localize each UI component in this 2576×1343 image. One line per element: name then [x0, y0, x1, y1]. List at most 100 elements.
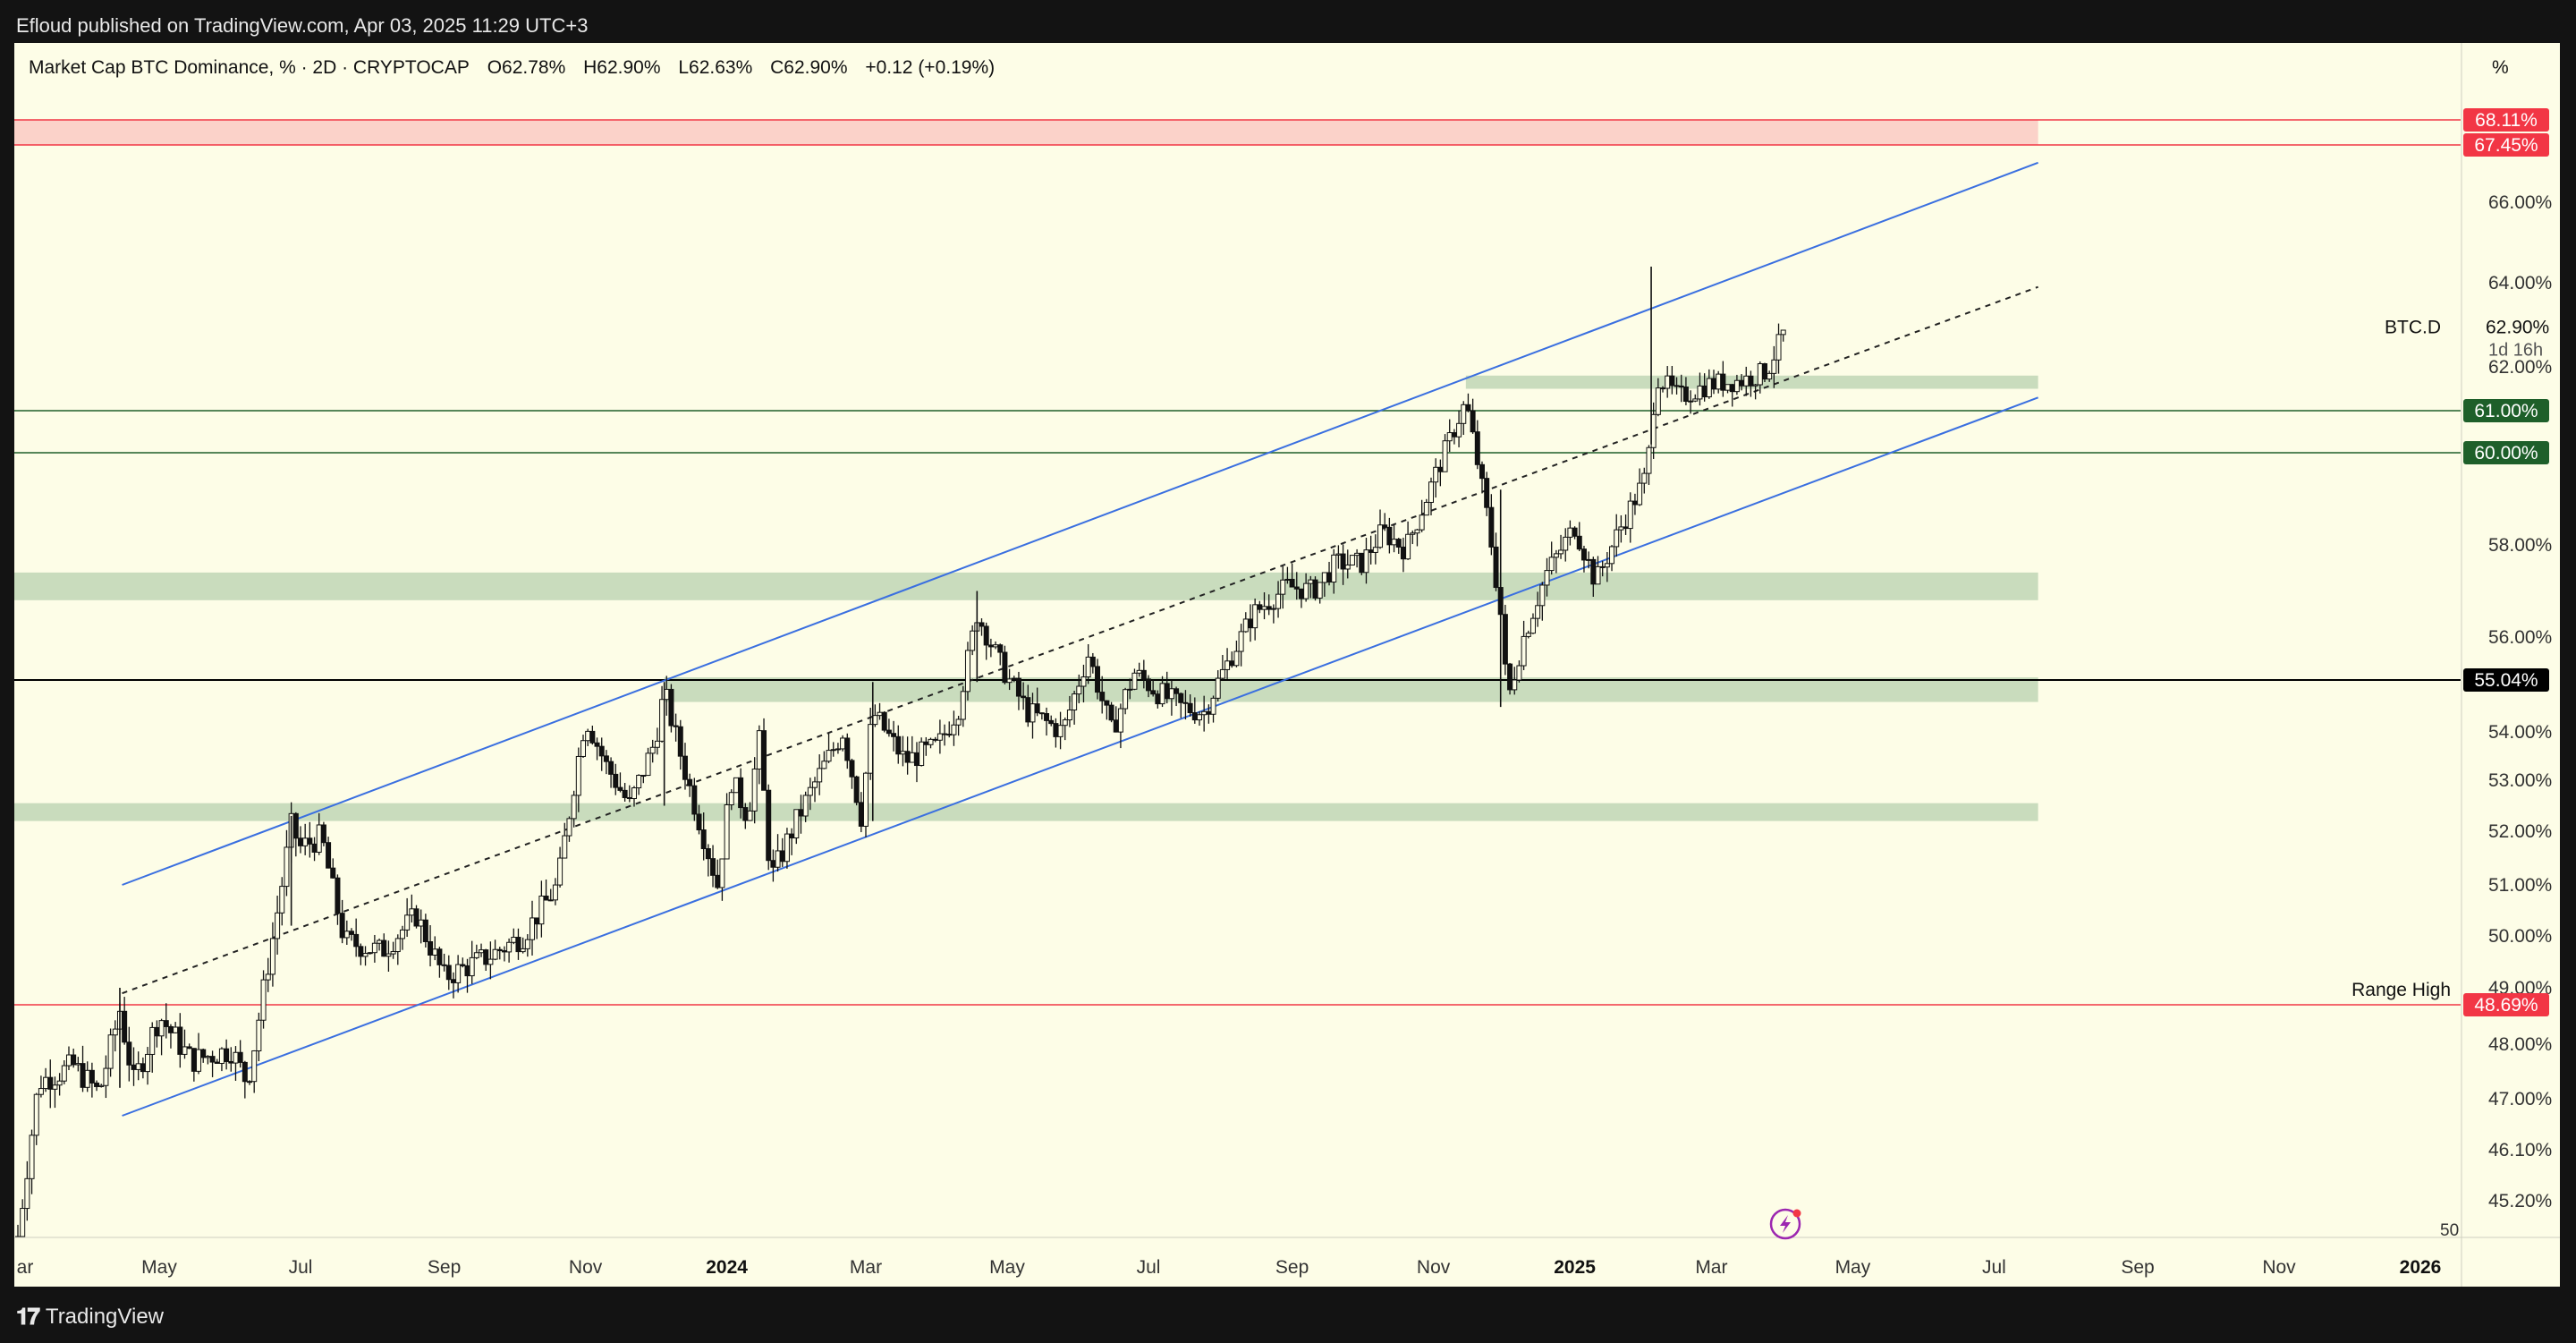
candle-body — [228, 1060, 234, 1064]
lightning-icon[interactable] — [1769, 1208, 1801, 1240]
candle-body — [1627, 500, 1633, 530]
candle-body — [1270, 608, 1276, 610]
candle-body — [61, 1065, 67, 1082]
level-price-label: 60.00% — [2474, 443, 2538, 463]
candle-body — [1761, 363, 1767, 380]
candle-body — [1692, 398, 1699, 402]
footer-bar: 𝟏𝟕 TradingView — [0, 1287, 2576, 1343]
candle-body — [1395, 539, 1402, 548]
candle-body — [849, 760, 855, 778]
candle-body — [371, 942, 377, 954]
candle-body — [167, 1025, 174, 1033]
candle-body — [1535, 605, 1541, 619]
candle-body — [320, 824, 326, 844]
symbol-label: BTC.D — [2385, 318, 2441, 338]
candle-body — [33, 1093, 39, 1136]
candle-body — [1293, 586, 1300, 590]
candle-body — [696, 813, 702, 831]
candle-body — [705, 848, 711, 860]
channel-upper-line[interactable] — [122, 161, 2038, 886]
y-tick-label: 46.10% — [2488, 1140, 2552, 1160]
candle-body — [71, 1054, 77, 1066]
candle-body — [575, 755, 581, 796]
candle-body — [562, 835, 568, 859]
candle-body — [233, 1051, 239, 1064]
candle-body — [919, 741, 925, 767]
candle-body — [1414, 529, 1420, 534]
channel-mid-line[interactable] — [122, 285, 2038, 995]
candle-body — [1595, 565, 1601, 585]
candle-body — [173, 1026, 179, 1033]
candle-body — [1289, 578, 1295, 588]
candle-body — [496, 948, 503, 952]
candle-body — [135, 1063, 141, 1070]
candle-body — [89, 1069, 95, 1084]
candle-body — [1196, 714, 1202, 721]
candle-body — [445, 965, 452, 981]
candle-body — [1623, 526, 1629, 530]
chart-panel[interactable]: % 45.20% 46.10% 47.00% 48.00% 49.00% 50.00% 51.… — [14, 43, 2560, 1287]
candle-body — [1697, 385, 1703, 400]
chart-canvas[interactable]: %45.20%46.10%47.00%48.00%49.00%50.00%51.… — [14, 43, 2560, 1287]
candle-body — [1011, 677, 1017, 680]
level-price-tag — [2463, 399, 2549, 422]
candle-body — [895, 735, 902, 755]
candle-body — [56, 1080, 63, 1086]
candle-body — [798, 809, 804, 817]
candle-body — [1716, 373, 1722, 390]
candle-body — [649, 746, 656, 754]
x-tick-label: May — [1835, 1257, 1871, 1278]
candle-body — [598, 745, 605, 757]
candle-body — [835, 748, 841, 751]
candle-body — [1539, 584, 1546, 607]
candle-body — [1484, 478, 1490, 508]
candle-body — [566, 818, 572, 837]
x-tick-label: 2026 — [2400, 1257, 2442, 1278]
candle-body — [928, 738, 934, 745]
candle-body — [830, 749, 836, 752]
candle-body — [779, 850, 785, 863]
tradingview-logo-icon: 𝟏𝟕 — [16, 1303, 40, 1330]
x-tick-label: Nov — [569, 1257, 603, 1278]
candle-body — [964, 650, 970, 693]
candle-body — [260, 979, 267, 1021]
candle-body — [1502, 614, 1508, 665]
candle-body — [1308, 579, 1314, 584]
candle-body — [1521, 635, 1527, 667]
legend-symbol-title: Market Cap BTC Dominance, % · 2D · CRYPT… — [29, 57, 470, 78]
candle-body — [960, 691, 966, 720]
candle-body — [1391, 539, 1397, 546]
candle-body — [677, 726, 683, 757]
x-tick-label: Jul — [1982, 1257, 2006, 1278]
candle-body — [775, 850, 781, 868]
candle-body — [1650, 413, 1657, 448]
candle-body — [237, 1051, 243, 1063]
candle-body — [38, 1088, 44, 1095]
tradingview-logo[interactable]: 𝟏𝟕 TradingView — [16, 1303, 164, 1331]
candle-body — [269, 938, 275, 975]
candle-body — [1044, 713, 1050, 721]
candle-body — [432, 948, 438, 956]
candle-body — [265, 973, 271, 981]
candle-body — [377, 939, 383, 944]
candle-body — [1206, 710, 1212, 715]
channel-lower-line[interactable] — [122, 396, 2038, 1117]
range-high-annotation: Range High — [2351, 980, 2451, 1000]
candle-body — [103, 1067, 109, 1086]
candle-body — [98, 1084, 105, 1087]
candle-body — [728, 792, 734, 805]
x-tick-label: Nov — [2262, 1257, 2296, 1278]
level-price-tag — [2463, 668, 2549, 692]
candle-body — [511, 937, 517, 943]
lightning-glyph — [1780, 1215, 1791, 1233]
candle-body — [997, 644, 1004, 653]
candle-body — [1210, 697, 1216, 715]
candle-body — [987, 644, 994, 648]
x-tick-label: Mar — [1695, 1257, 1727, 1278]
candle-body — [719, 858, 725, 888]
y-tick-label: 52.00% — [2488, 821, 2552, 842]
candle-body — [177, 1026, 183, 1055]
candle-body — [1660, 387, 1666, 390]
candle-body — [942, 733, 948, 735]
x-tick-label: 2025 — [1554, 1257, 1596, 1278]
